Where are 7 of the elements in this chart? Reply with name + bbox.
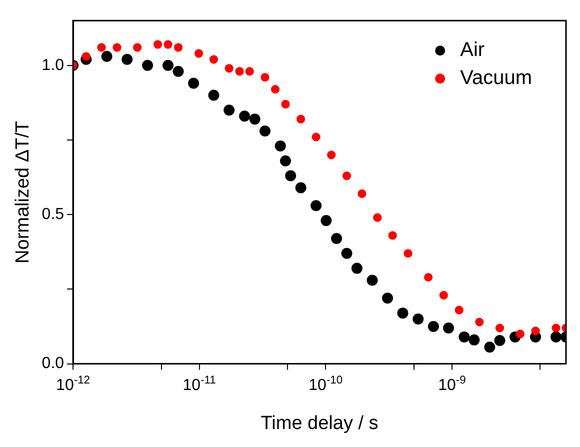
y-axis-title: Normalized ΔT/T	[12, 120, 34, 264]
y-tick-label: 1.0	[42, 56, 64, 74]
legend-label: Vacuum	[460, 67, 532, 90]
x-axis-title: Time delay / s	[260, 412, 378, 434]
y-tick-label: 0.0	[42, 355, 64, 372]
legend-label: Air	[460, 39, 485, 62]
y-tick-label: 0.5	[42, 206, 64, 223]
